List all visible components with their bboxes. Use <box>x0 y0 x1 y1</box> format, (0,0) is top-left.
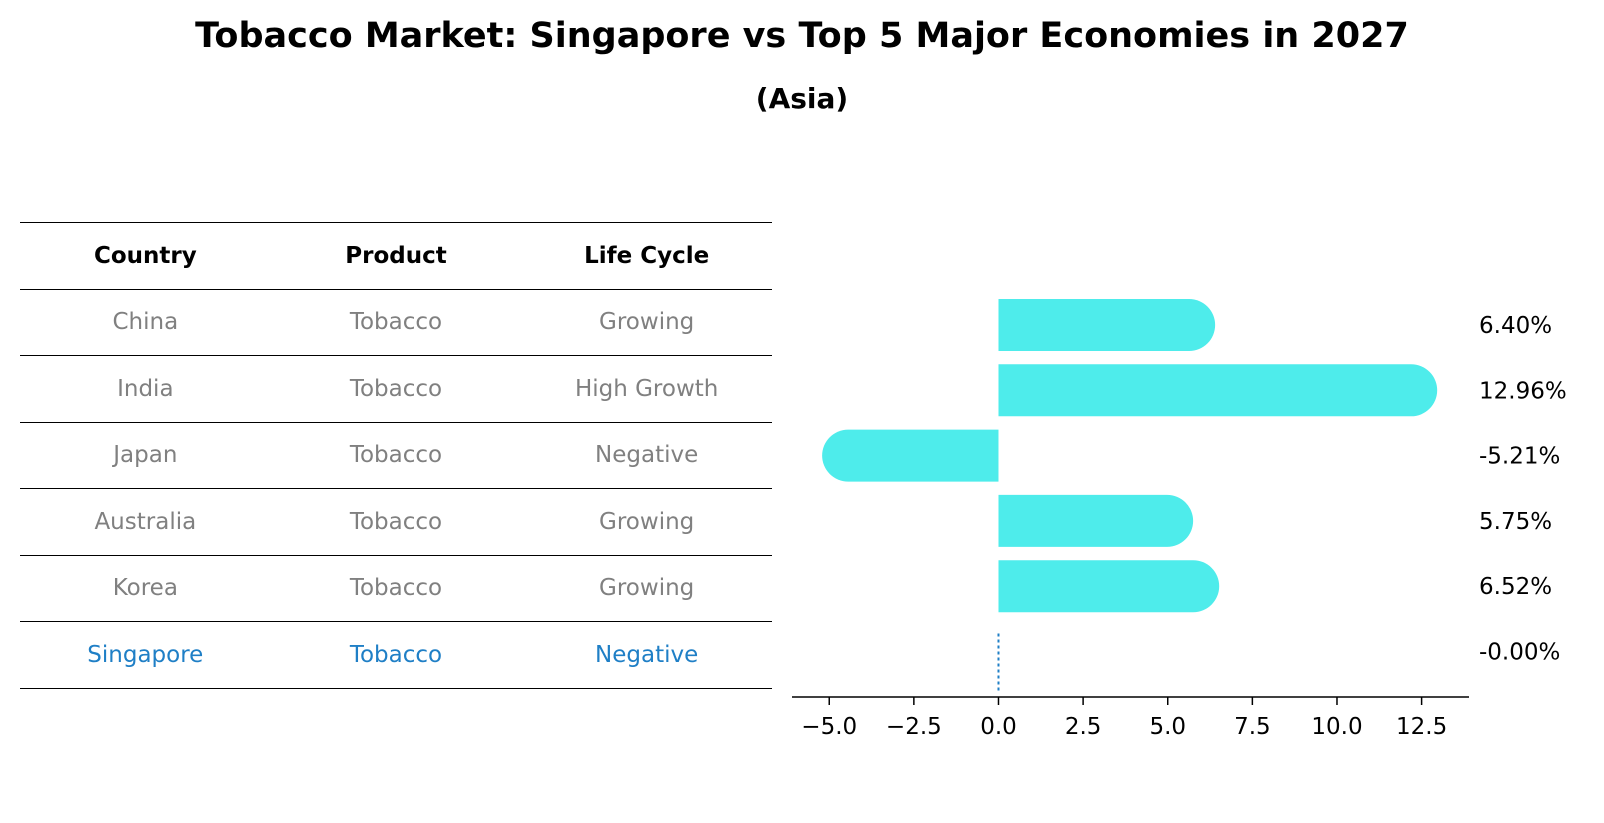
cell-life-cycle: Growing <box>521 288 772 356</box>
header-product: Product <box>270 222 522 289</box>
cell-life-cycle: Growing <box>521 554 772 622</box>
x-tick-label: −5.0 <box>801 714 857 740</box>
x-tick-label: 10.0 <box>1311 714 1362 740</box>
bar-value-label: -0.00% <box>1479 640 1560 666</box>
cell-life-cycle: Negative <box>521 421 772 489</box>
x-tick-label: 5.0 <box>1149 714 1186 740</box>
table-row: China Tobacco Growing <box>20 288 772 356</box>
cell-life-cycle: High Growth <box>521 355 772 422</box>
cell-product: Tobacco <box>270 621 522 689</box>
x-tick-label: 12.5 <box>1396 714 1447 740</box>
bar <box>822 429 999 482</box>
bar-value-label: 12.96% <box>1479 378 1567 404</box>
chart-subtitle: (Asia) <box>755 82 849 115</box>
cell-product: Tobacco <box>270 488 522 555</box>
table-header-row: Country Product Life Cycle <box>20 222 772 289</box>
x-tick-label: 2.5 <box>1065 714 1102 740</box>
bar-value-label: 6.40% <box>1479 313 1552 339</box>
header-country: Country <box>20 222 271 289</box>
market-table: Country Product Life Cycle China Tobacco… <box>20 222 772 689</box>
bar-value-label: 6.52% <box>1479 574 1552 600</box>
header-life-cycle: Life Cycle <box>521 222 772 289</box>
cell-product: Tobacco <box>270 554 522 622</box>
bar <box>998 494 1194 547</box>
x-tick-label: 0.0 <box>980 714 1017 740</box>
bar-value-label: 5.75% <box>1479 509 1552 535</box>
table-row: Japan Tobacco Negative <box>20 421 772 489</box>
table-row: India Tobacco High Growth <box>20 355 772 422</box>
x-tick-label: −2.5 <box>886 714 942 740</box>
table-row: Korea Tobacco Growing <box>20 554 772 622</box>
cell-life-cycle: Growing <box>521 488 772 555</box>
cell-country: Singapore <box>20 621 271 689</box>
bar <box>998 560 1220 613</box>
cell-product: Tobacco <box>270 421 522 489</box>
cell-country: Japan <box>20 421 271 489</box>
table-row-highlighted: Singapore Tobacco Negative <box>20 621 772 689</box>
cell-product: Tobacco <box>270 288 522 356</box>
bar <box>998 299 1216 351</box>
bar <box>998 364 1438 417</box>
cell-country: India <box>20 355 271 422</box>
x-tick-label: 7.5 <box>1234 714 1271 740</box>
cell-country: China <box>20 288 271 356</box>
cell-life-cycle: Negative <box>521 621 772 689</box>
cell-country: Korea <box>20 554 271 622</box>
chart-title: Tobacco Market: Singapore vs Top 5 Major… <box>195 16 1409 56</box>
cell-country: Australia <box>20 488 271 555</box>
bar-value-label: -5.21% <box>1479 444 1560 470</box>
cell-product: Tobacco <box>270 355 522 422</box>
table-row: Australia Tobacco Growing <box>20 488 772 555</box>
